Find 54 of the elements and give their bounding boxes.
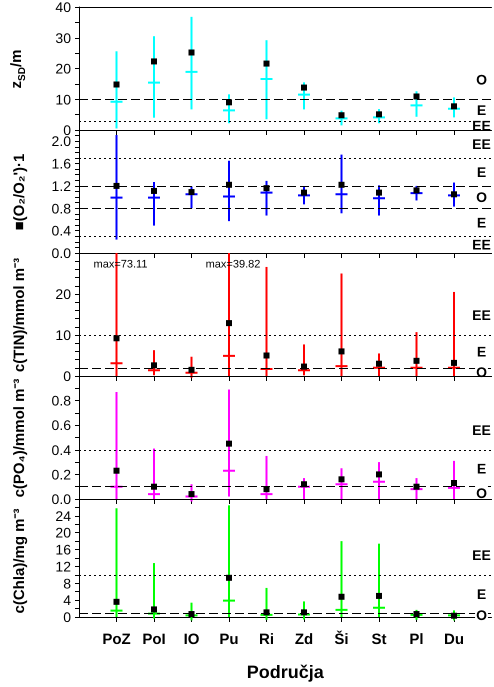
x-tick-label: PoI — [142, 631, 166, 648]
annotation: EE — [472, 546, 491, 563]
y-axis-title: c(Chla)/mg m⁻³ — [11, 508, 29, 614]
annotation: O — [476, 484, 488, 501]
y-tick-label: 0.8 — [52, 200, 72, 216]
x-tick-label: Pl — [409, 631, 424, 648]
annotation: EE — [472, 307, 491, 323]
y-tick-label: 20 — [55, 60, 72, 76]
y-axis-title: c(PO₄)/mmol m⁻³ — [11, 378, 29, 497]
annotation: O — [476, 189, 488, 206]
x-tick-label: Ši — [334, 630, 349, 648]
y-tick-label: 20 — [55, 286, 72, 302]
annotation: E — [476, 102, 486, 118]
y-tick-label: 0.4 — [52, 222, 72, 239]
annotation: E — [476, 164, 486, 180]
annotation: E — [476, 214, 486, 230]
y-tick-label: 20 — [55, 524, 72, 541]
y-tick-label: 0 — [63, 609, 72, 625]
y-tick-label: 1.6 — [52, 156, 72, 172]
x-tick-label: PoZ — [102, 631, 131, 648]
y-tick-label: 0.0 — [52, 245, 72, 261]
y-tick-label: 0.0 — [52, 491, 72, 507]
y-tick-label: 0.8 — [52, 392, 72, 409]
annotation: EE — [472, 236, 491, 253]
y-tick-label: 30 — [55, 30, 72, 46]
annotation: E — [476, 460, 486, 476]
y-axis-title: ■(O₂/O₂')·1 — [11, 153, 29, 230]
y-tick-label: 40 — [55, 0, 72, 15]
x-tick-label: Ri — [259, 631, 274, 648]
y-tick-label: 16 — [55, 542, 72, 558]
y-tick-label: 0.2 — [52, 466, 72, 482]
annotation: O — [476, 71, 488, 88]
annotation: O — [476, 606, 488, 623]
annotation: E — [476, 343, 486, 360]
annotation: EE — [472, 422, 491, 438]
y-axis-title: c(TIN)/mmol m⁻³ — [11, 257, 29, 372]
x-tick-label: Du — [444, 631, 464, 648]
y-tick-label: 0.4 — [52, 442, 72, 458]
x-tick-label: IO — [184, 631, 200, 648]
annotation: EE — [472, 136, 491, 152]
x-tick-label: St — [372, 631, 387, 648]
y-tick-label: 12 — [55, 558, 72, 574]
y-tick-label: 0.6 — [52, 417, 72, 434]
x-tick-label: Pu — [219, 631, 239, 648]
annotation: E — [476, 586, 486, 602]
x-axis-title: Područja — [246, 662, 325, 682]
y-tick-label: 8 — [63, 575, 72, 592]
y-tick-label: 10 — [55, 327, 72, 343]
y-tick-label: 10 — [55, 91, 72, 108]
y-tick-label: 4 — [63, 592, 72, 608]
y-tick-label: 24 — [55, 508, 72, 524]
y-tick-label: 0 — [63, 368, 72, 384]
x-tick-label: Zd — [294, 631, 314, 648]
y-tick-label: 1.2 — [52, 178, 72, 194]
